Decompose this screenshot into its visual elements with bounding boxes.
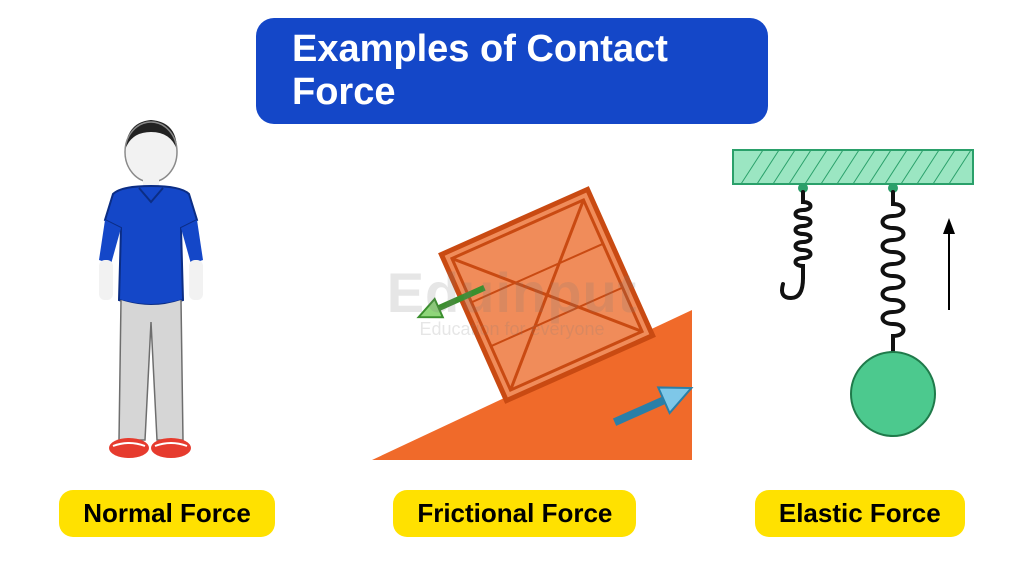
hook-icon bbox=[782, 278, 803, 298]
label-elastic-force: Elastic Force bbox=[755, 490, 965, 537]
panel-frictional-force bbox=[362, 110, 662, 470]
person-illustration bbox=[21, 110, 321, 470]
labels-row: Normal Force Frictional Force Elastic Fo… bbox=[0, 490, 1024, 537]
title-banner: Examples of Contact Force bbox=[256, 18, 768, 124]
spring-long bbox=[851, 192, 935, 436]
beam bbox=[733, 150, 973, 184]
person-shoe-left bbox=[109, 438, 149, 458]
restoring-force-arrow-icon bbox=[943, 218, 955, 310]
panel-elastic-force bbox=[703, 110, 1003, 470]
panels-row bbox=[0, 110, 1024, 470]
ramp-box-illustration bbox=[362, 110, 702, 470]
spring-illustration bbox=[703, 110, 1003, 470]
friction-arrow-icon bbox=[415, 299, 443, 326]
panel-normal-force bbox=[21, 110, 321, 470]
spring-short bbox=[782, 192, 811, 298]
label-frictional-force: Frictional Force bbox=[393, 490, 636, 537]
label-normal-force: Normal Force bbox=[59, 490, 275, 537]
person-pants bbox=[119, 300, 183, 440]
person-shoe-right bbox=[151, 438, 191, 458]
